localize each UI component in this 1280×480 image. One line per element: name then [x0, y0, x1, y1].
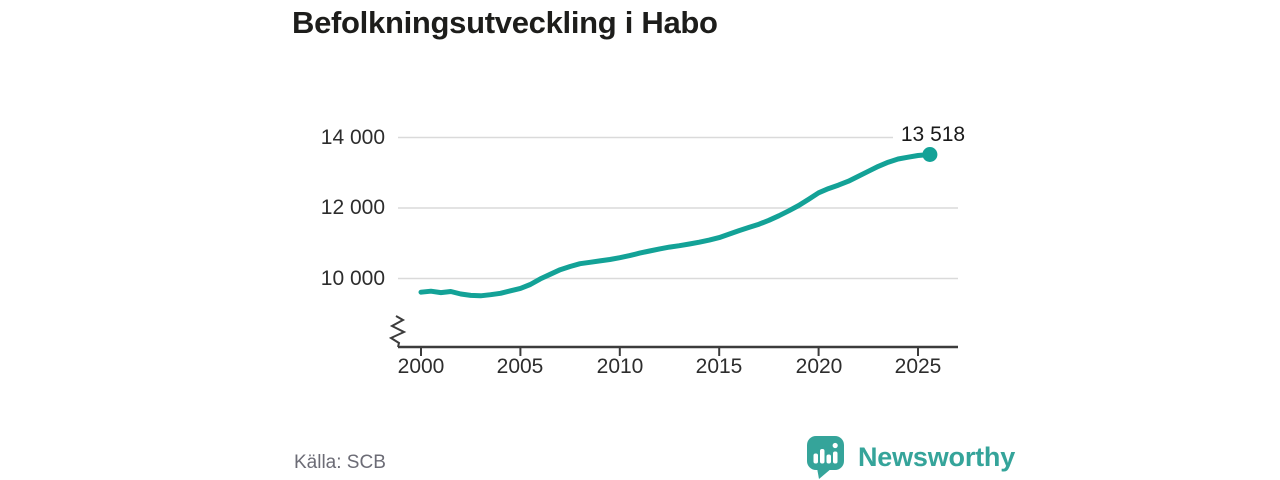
y-tick-label-12000: 12 000 [320, 196, 385, 219]
page-title: Befolkningsutveckling i Habo [292, 5, 718, 40]
bar-chart-speech-bubble-icon [807, 436, 844, 479]
newsworthy-logo[interactable]: Newsworthy [806, 435, 1015, 479]
x-tick-label-2000: 2000 [397, 355, 445, 378]
source-attribution: Källa: SCB [294, 452, 386, 473]
x-tick-label-2015: 2015 [695, 355, 743, 378]
x-tick-label-2005: 2005 [496, 355, 544, 378]
latest-value-label: 13 518 [900, 123, 966, 146]
x-axis-ticks [420, 348, 919, 356]
population-series-line [418, 152, 933, 299]
x-tick-label-2010: 2010 [596, 355, 644, 378]
y-axis-break-zigzag-icon [388, 315, 407, 348]
brand-name: Newsworthy [858, 441, 1016, 472]
x-tick-label-2020: 2020 [795, 355, 843, 378]
y-tick-label-14000: 14 000 [320, 126, 385, 149]
gridlines [398, 136, 958, 280]
x-tick-label-2025: 2025 [894, 355, 942, 378]
latest-value-dot [922, 147, 938, 162]
y-tick-label-10000: 10 000 [320, 267, 385, 290]
